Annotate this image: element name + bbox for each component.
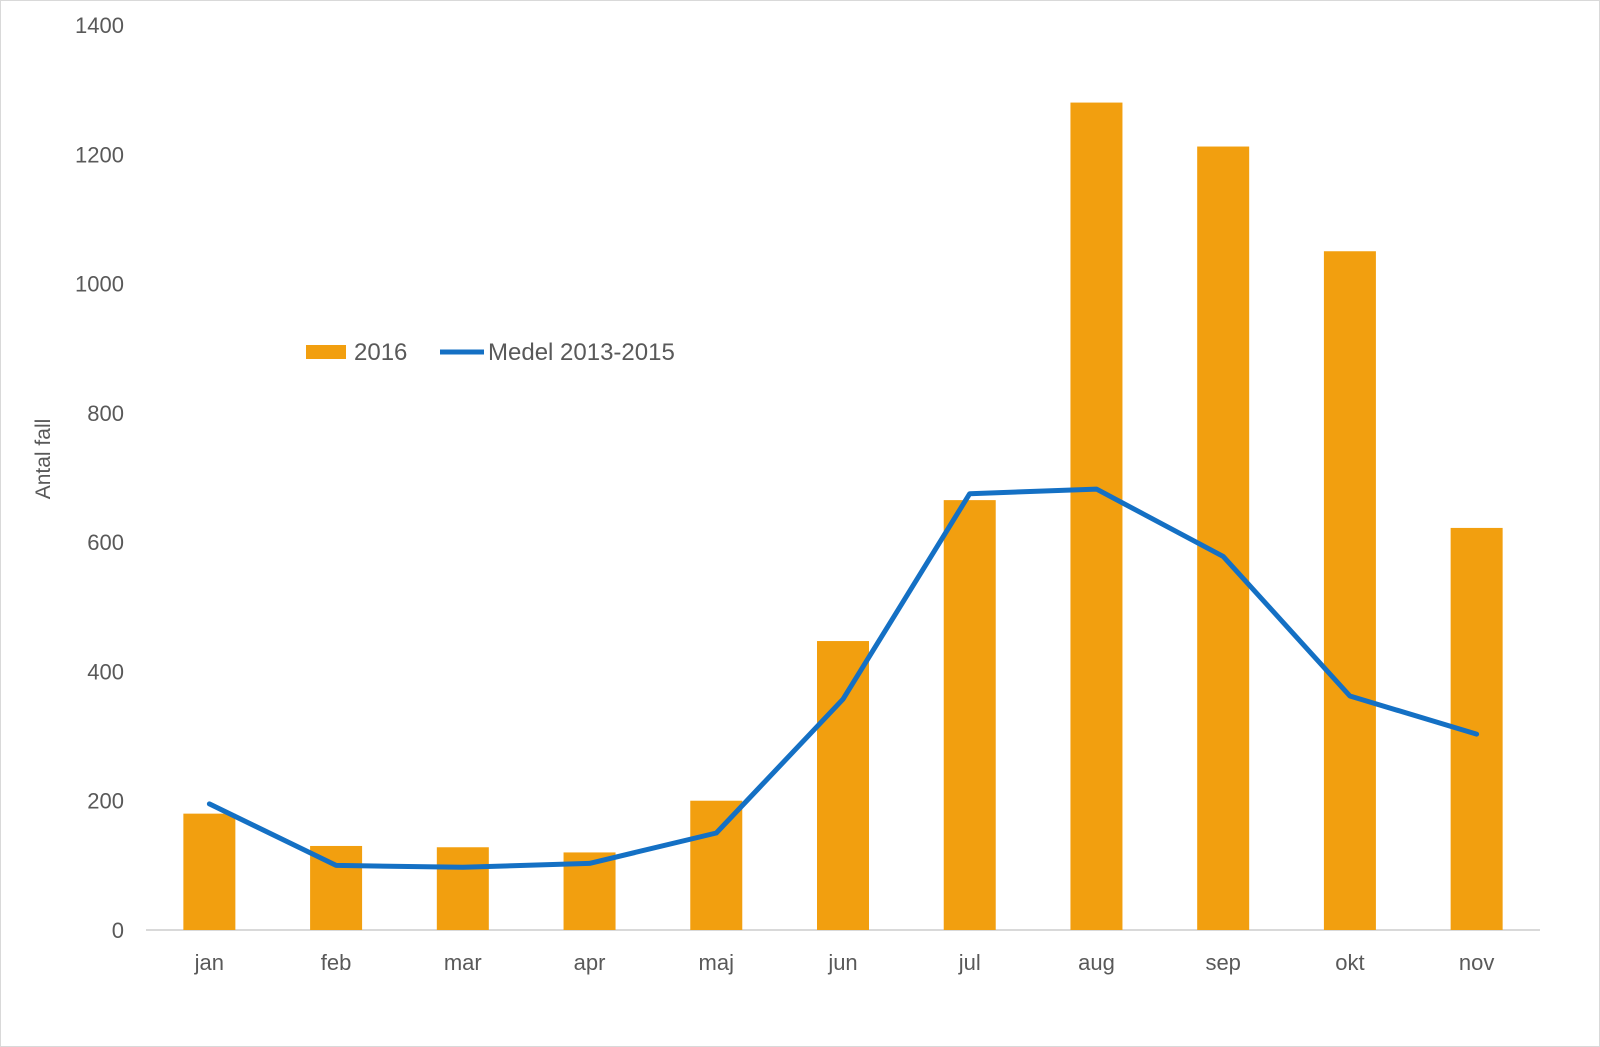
y-axis-title: Antal fall: [32, 419, 55, 500]
line-series-medel: [206, 486, 1480, 870]
bar-jan: [183, 813, 236, 930]
x-tick-label: mar: [444, 950, 482, 975]
bar-mar: [436, 847, 489, 930]
y-axis-ticks: 0 200 400 600 800 1000 1200 1400: [75, 13, 124, 943]
bar-okt: [1323, 251, 1376, 930]
y-tick-label: 1200: [75, 142, 124, 167]
x-tick-label: apr: [574, 950, 606, 975]
y-tick-label: 600: [87, 530, 124, 555]
x-tick-label: jan: [194, 950, 224, 975]
x-tick-label: feb: [321, 950, 352, 975]
x-tick-label: sep: [1205, 950, 1240, 975]
bar-jul: [943, 500, 996, 930]
x-tick-label: aug: [1078, 950, 1115, 975]
y-tick-label: 1400: [75, 13, 124, 38]
bar-jun: [817, 641, 869, 930]
bar-maj: [690, 800, 743, 930]
y-tick-label: 1000: [75, 272, 124, 297]
y-tick-label: 400: [87, 659, 124, 684]
bar-aug: [1070, 102, 1123, 931]
x-tick-label: nov: [1459, 950, 1494, 975]
bar-sep: [1197, 146, 1250, 930]
legend-label-2016: 2016: [354, 339, 407, 366]
x-axis-ticks: jan feb mar apr maj jun jul aug sep okt nov: [194, 950, 1495, 975]
legend-swatch-2016: [306, 345, 346, 359]
x-tick-label: jun: [827, 950, 857, 975]
bar-feb: [310, 845, 363, 930]
y-tick-label: 800: [87, 401, 124, 426]
legend: 2016 Medel 2013-2015: [306, 339, 675, 366]
x-tick-label: maj: [699, 950, 734, 975]
legend-label-medel: Medel 2013-2015: [488, 339, 675, 366]
y-tick-label: 200: [87, 789, 124, 814]
y-tick-label: 0: [112, 918, 124, 943]
bar-series-2016: [183, 102, 1503, 931]
x-tick-label: okt: [1335, 950, 1364, 975]
x-tick-label: jul: [958, 950, 981, 975]
